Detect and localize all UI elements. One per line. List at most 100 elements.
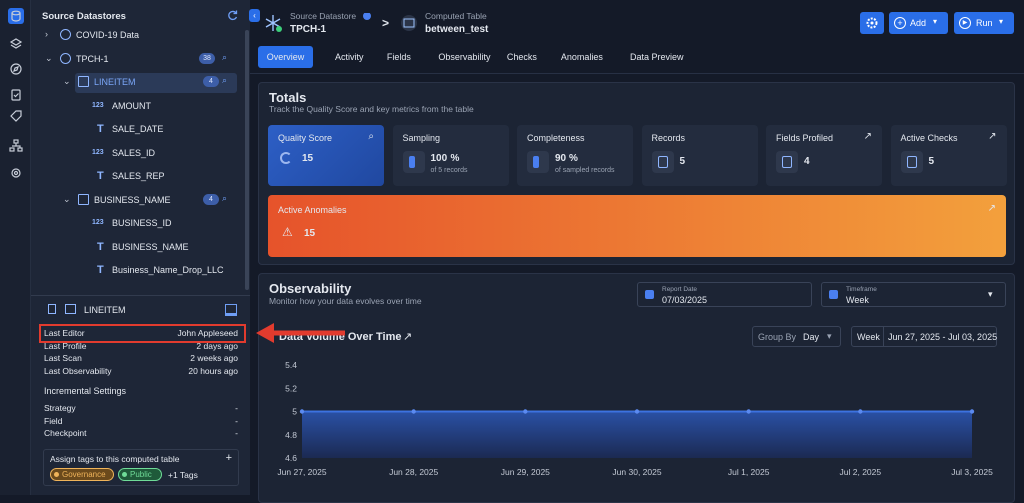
search-icon[interactable]: ⌕ <box>222 75 228 85</box>
plus-icon: + <box>894 17 906 29</box>
timeframe-field[interactable]: Timeframe Week ▾ <box>821 282 1006 307</box>
setting-key: Field <box>44 415 63 426</box>
source-caption: Source Datastore <box>290 11 357 21</box>
tab[interactable]: Activity <box>324 46 374 68</box>
point <box>634 409 640 414</box>
x-tick-label: Jun 29, 2025 <box>501 467 550 477</box>
tab[interactable]: Overview <box>258 46 313 68</box>
metric-glyph <box>782 156 792 168</box>
chart: 4.6 4.8 5 5.2 5.4 Jun 27, 2025 Jun 28, 2025 Jun… <box>277 360 993 477</box>
count-badge: 4 <box>203 76 219 87</box>
tag-chip[interactable]: Governance <box>50 468 114 481</box>
more-tags[interactable]: +1 Tags <box>168 470 198 480</box>
x-tick-label: Jul 2, 2025 <box>840 467 882 477</box>
metric-value: 5 <box>679 156 686 167</box>
metric-value: 5 <box>928 156 935 167</box>
metric-icon <box>900 151 923 173</box>
add-button[interactable]: + Add ▾ <box>889 12 948 34</box>
metric-label: Fields Profiled <box>776 133 834 143</box>
point <box>969 409 975 414</box>
tab[interactable]: Checks <box>502 46 542 68</box>
report-date-field[interactable]: Report Date 07/03/2025 <box>637 282 812 307</box>
search-icon[interactable]: ⌕ <box>368 131 374 142</box>
collapse-button[interactable]: ‹ <box>249 9 260 22</box>
tab[interactable]: Anomalies <box>554 46 610 68</box>
metric-card[interactable]: Sampling 100% of 5 records <box>392 125 509 186</box>
y-tick-label: 4.8 <box>285 430 297 440</box>
metric-card[interactable]: Fields Profiled ↗ 4 <box>766 125 882 186</box>
run-label: Run <box>976 18 993 28</box>
run-button[interactable]: ▶ Run ▾ <box>954 12 1014 34</box>
detail-key: Last Observability <box>44 365 112 376</box>
point <box>523 409 528 414</box>
expand-icon[interactable]: ↗ <box>403 331 413 343</box>
tag-dot <box>122 472 127 477</box>
tab[interactable]: Fields <box>379 46 419 68</box>
field-label[interactable]: BUSINESS_ID <box>112 218 172 228</box>
node-icon <box>60 29 71 40</box>
scrollbar[interactable] <box>245 30 249 290</box>
point <box>858 409 863 414</box>
tabs: Overview Activity Fields Observability Check… <box>258 46 1015 68</box>
tree-label[interactable]: BUSINESS_NAME <box>94 194 171 205</box>
add-label: Add <box>910 18 927 28</box>
expand-icon[interactable]: ↗ <box>988 131 997 142</box>
tree-label[interactable]: COVID-19 Data <box>76 30 140 40</box>
table-name: between_test <box>425 24 489 35</box>
search-icon[interactable]: ⌕ <box>222 192 228 203</box>
tree-label[interactable]: LINEITEM <box>94 77 136 87</box>
expand-chevron[interactable]: › <box>45 29 48 39</box>
field-label[interactable]: BUSINESS_NAME <box>112 241 189 252</box>
x-tick-label: Jun 28, 2025 <box>389 467 438 477</box>
search-icon[interactable]: ⌕ <box>222 51 228 62</box>
calendar-icon <box>645 290 654 299</box>
add-tag[interactable]: + <box>225 452 232 464</box>
section-title: Incremental Settings <box>44 386 127 396</box>
tab-label: Overview <box>266 52 305 62</box>
metric-card[interactable]: Records 5 <box>641 125 758 186</box>
expand-chevron[interactable]: ⌄ <box>45 52 53 63</box>
sidebar: Source Datastores COVID-19 Data › TPCH-1 ⌄ 3… <box>31 0 250 495</box>
field-label[interactable]: SALE_DATE <box>112 124 164 134</box>
anomalies-card[interactable]: Active Anomalies ↗ ⚠ 15 <box>268 195 1006 257</box>
chevron: ▾ <box>988 289 993 299</box>
y-tick-label: 4.6 <box>285 453 297 463</box>
refresh-icon[interactable] <box>227 9 239 21</box>
bookmark-icon[interactable] <box>48 304 56 314</box>
expand-chevron[interactable]: ⌄ <box>63 193 71 204</box>
metric-card[interactable]: Active Checks ↗ 5 <box>890 125 1007 186</box>
field-label[interactable]: SALES_REP <box>112 171 165 181</box>
source-name[interactable]: TPCH-1 <box>290 24 327 35</box>
metric-label: Sampling <box>402 133 441 143</box>
tag-chip[interactable]: Public <box>118 468 162 481</box>
field-type-icon: 123 <box>92 148 104 156</box>
panel-toggle[interactable] <box>225 304 237 316</box>
settings-button[interactable] <box>860 12 884 34</box>
range-caption: Week <box>857 332 880 342</box>
detail-key: Last Editor <box>44 328 85 338</box>
field-label[interactable]: Business_Name_Drop_LLC <box>112 265 224 275</box>
expand-icon[interactable]: ↗ <box>987 203 996 214</box>
divider <box>883 327 884 346</box>
y-tick-label: 5.2 <box>285 383 297 393</box>
tab[interactable]: Observability <box>426 46 503 68</box>
metric-card[interactable]: Completeness 90% of sampled records <box>517 125 633 186</box>
range-field[interactable]: Week Jun 27, 2025 - Jul 03, 2025 <box>851 326 997 347</box>
field-label[interactable]: AMOUNT <box>112 100 151 111</box>
x-tick-label: Jun 27, 2025 <box>277 467 326 477</box>
expand-chevron[interactable]: ⌄ <box>63 76 71 86</box>
point <box>746 409 751 414</box>
point <box>411 409 416 414</box>
setting-value: - <box>235 428 238 438</box>
tags-title: Assign tags to this computed table <box>50 454 180 464</box>
group-by-field[interactable]: Group By Day ▾ <box>752 326 841 347</box>
tab-label: Fields <box>386 52 411 62</box>
tag-dot <box>54 472 59 477</box>
field-label[interactable]: SALES_ID <box>112 147 156 158</box>
tab[interactable]: Data Preview <box>621 46 693 68</box>
expand-icon[interactable]: ↗ <box>863 131 872 142</box>
tree-label[interactable]: TPCH-1 <box>76 53 109 64</box>
setting-value: - <box>235 403 238 413</box>
metric-card[interactable]: Quality Score ⌕ 15 <box>268 125 384 186</box>
setting-key: Strategy <box>44 403 76 413</box>
